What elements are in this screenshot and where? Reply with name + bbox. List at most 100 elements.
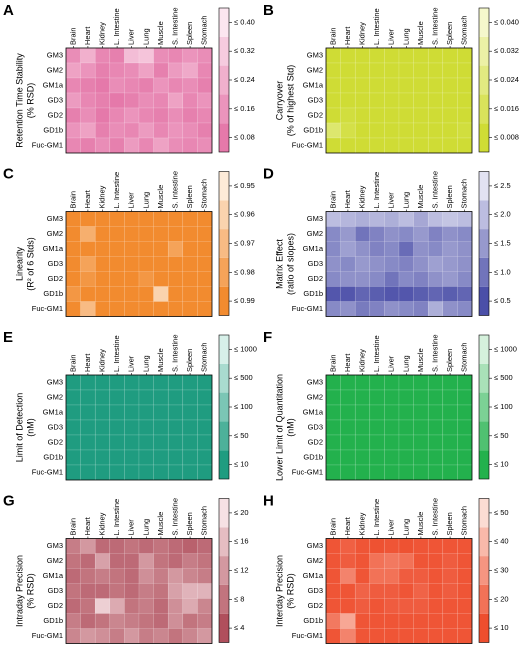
row-label: GD2 (48, 274, 63, 283)
heatmap-cell (413, 77, 429, 94)
heatmap-cell (325, 583, 341, 599)
heatmap-cell (340, 256, 356, 272)
colorbar-segment (479, 498, 489, 528)
row-label: Fuc-GM1 (292, 304, 323, 313)
heatmap-cell (109, 211, 125, 227)
heatmap-cell (80, 211, 96, 227)
heatmap-cell (167, 628, 184, 644)
heatmap-cell (340, 47, 356, 64)
column-label: Stomach (200, 179, 209, 209)
heatmap-cell (80, 241, 96, 257)
heatmap-cell (94, 538, 111, 554)
heatmap-cell (442, 419, 458, 436)
heatmap-cell (65, 226, 81, 242)
heatmap-cell (325, 122, 341, 139)
row-label: GD1b (303, 289, 323, 298)
heatmap-cell (354, 107, 371, 124)
heatmap-cell (369, 211, 385, 227)
column-label: Kidney (357, 22, 366, 45)
heatmap-cell (138, 598, 154, 614)
heatmap-cell (427, 538, 444, 554)
y-axis-label: Carryover (274, 81, 284, 121)
heatmap-cell (153, 568, 169, 584)
heatmap-cell (398, 389, 414, 406)
column-label: Liver (387, 28, 396, 45)
colorbar-tick-label: ≤ 0.40 (234, 17, 255, 26)
heatmap-cell (167, 256, 184, 272)
heatmap-cell (80, 137, 96, 154)
heatmap-cell (369, 271, 385, 287)
heatmap-cell (80, 92, 96, 109)
row-label: GM2 (307, 556, 323, 565)
heatmap-cell (427, 301, 444, 317)
heatmap-cell (138, 47, 154, 64)
column-label: Brain (328, 518, 337, 536)
heatmap-cell (124, 77, 140, 94)
heatmap-cell (427, 271, 444, 287)
heatmap-cell (182, 434, 198, 451)
heatmap-cell (457, 538, 473, 554)
colorbar-tick-label: ≤ 0.040 (494, 17, 519, 26)
heatmap-cell (124, 301, 140, 317)
heatmap-cell (167, 568, 184, 584)
heatmap-cell (182, 583, 198, 599)
heatmap-cell (427, 256, 444, 272)
heatmap-cell (325, 226, 341, 242)
column-label: Brain (328, 191, 337, 209)
heatmap-cell (369, 449, 385, 466)
heatmap-cell (413, 301, 429, 317)
heatmap-cell (354, 137, 371, 154)
heatmap-cell (325, 613, 341, 629)
heatmap-cell (442, 47, 458, 64)
heatmap-cell (197, 62, 213, 79)
heatmap-cell (442, 434, 458, 451)
heatmap-cell (442, 226, 458, 242)
heatmap-cell (80, 449, 96, 466)
heatmap-cell (340, 553, 356, 569)
heatmap-cell (413, 271, 429, 287)
heatmap-cell (413, 583, 429, 599)
heatmap-cell (457, 553, 473, 569)
heatmap-cell (94, 583, 111, 599)
row-label: GD3 (48, 95, 63, 104)
heatmap-cell (124, 137, 140, 154)
heatmap-cell (182, 404, 198, 421)
colorbar-segment (219, 392, 229, 422)
heatmap-cell (138, 92, 154, 109)
panel-letter: E (3, 329, 13, 346)
heatmap-cell (80, 107, 96, 124)
row-label: GM2 (47, 65, 63, 74)
heatmap-cell (167, 374, 184, 391)
heatmap-cell (94, 62, 111, 79)
heatmap-cell (167, 47, 184, 64)
heatmap-cell (197, 449, 213, 466)
panel-letter: A (3, 2, 14, 19)
column-label: Heart (343, 26, 352, 45)
heatmap-cell (80, 256, 96, 272)
heatmap-cell (65, 389, 81, 406)
heatmap-cell (354, 404, 371, 421)
heatmap-cell (80, 62, 96, 79)
heatmap-cell (65, 598, 81, 614)
heatmap-cell (153, 583, 169, 599)
heatmap-cell (124, 374, 140, 391)
heatmap-cell (398, 92, 414, 109)
heatmap-cell (65, 553, 81, 569)
heatmap-cell (354, 271, 371, 287)
heatmap-cell (427, 107, 444, 124)
column-label: Stomach (460, 506, 469, 536)
heatmap-cell (109, 226, 125, 242)
heatmap-cell (138, 583, 154, 599)
colorbar-tick-label: ≤ 0.32 (234, 46, 255, 55)
column-label: S. Intestine (170, 498, 179, 536)
column-label: S. Intestine (170, 171, 179, 209)
row-label: GD2 (308, 601, 323, 610)
heatmap-cell (427, 122, 444, 139)
heatmap-cell (182, 62, 198, 79)
column-label: Kidney (97, 349, 106, 372)
row-label: GD3 (48, 259, 63, 268)
heatmap-cell (369, 256, 385, 272)
column-label: S. Intestine (430, 7, 439, 45)
heatmap-cell (182, 211, 198, 227)
heatmap-cell (354, 449, 371, 466)
